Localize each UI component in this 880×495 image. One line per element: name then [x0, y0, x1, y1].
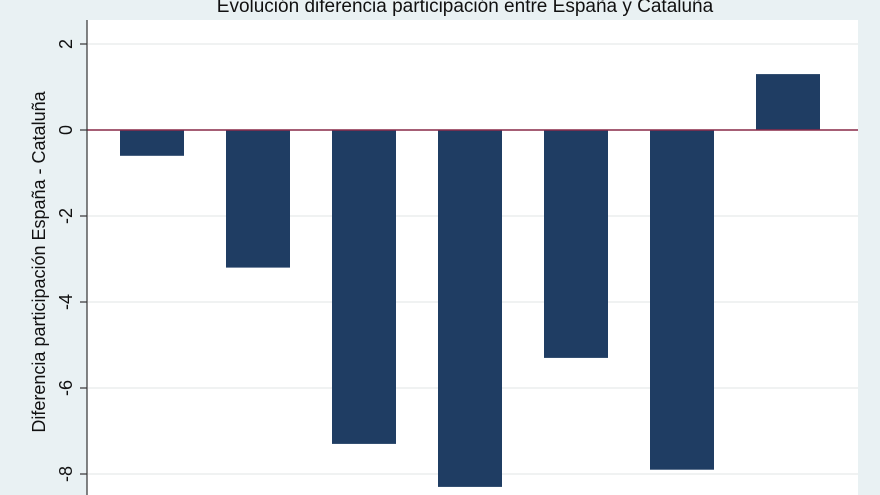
bars [120, 74, 820, 487]
y-tick-label: -4 [56, 294, 76, 310]
bar-3 [332, 130, 396, 444]
bar-5 [544, 130, 608, 358]
y-tick-label: -2 [56, 208, 76, 224]
y-axis-label: Diferencia participación España - Catalu… [29, 90, 49, 432]
bar-4 [438, 130, 502, 487]
bar-7 [756, 74, 820, 130]
bar-1 [120, 130, 184, 156]
y-tick-label: -6 [56, 380, 76, 396]
bar-6 [650, 130, 714, 470]
y-tick-label: 0 [56, 125, 76, 135]
bar-2 [226, 130, 290, 268]
y-tick-label: -8 [56, 466, 76, 482]
y-tick-label: 2 [56, 39, 76, 49]
chart-title: Evolución diferencia participación entre… [217, 0, 714, 17]
y-axis-ticks: 2 0 -2 -4 -6 -8 [56, 39, 87, 482]
